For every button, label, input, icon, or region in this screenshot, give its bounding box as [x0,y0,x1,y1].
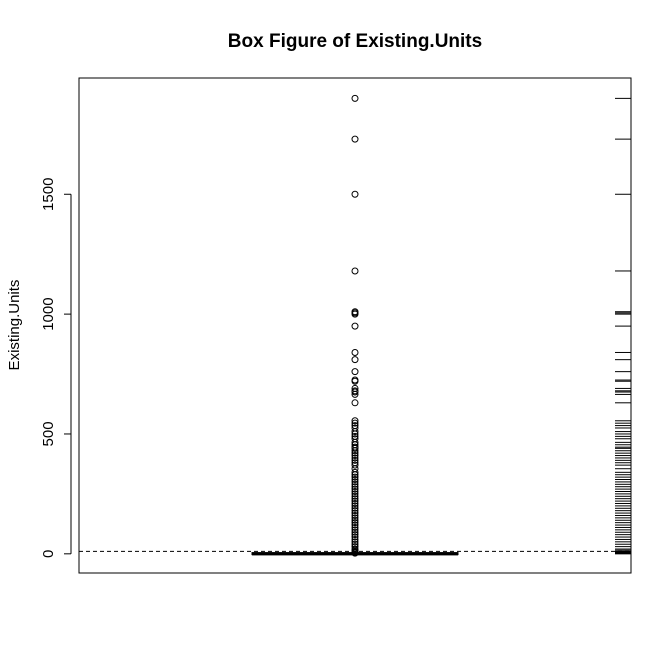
y-tick-label: 1500 [40,178,57,211]
outlier-point [351,528,359,536]
outlier-point [351,454,359,462]
outlier-point [351,483,359,491]
y-tick-label: 1000 [40,297,57,330]
chart-title: Box Figure of Existing.Units [228,31,482,52]
plot-frame [78,77,632,574]
outlier-point [351,399,359,407]
outlier-point [351,476,359,484]
outlier-point [351,452,359,460]
outlier-point [351,526,359,534]
outlier-point [351,502,359,510]
outlier-point [351,310,359,318]
outlier-point [351,521,359,529]
outlier-point [351,461,359,469]
outlier-point [351,516,359,524]
outlier-point [351,495,359,503]
outlier-point [351,388,359,396]
outlier-point [351,535,359,543]
outlier-point [351,511,359,519]
outlier-point [351,485,359,493]
outlier-point [351,492,359,500]
outlier-point [351,504,359,512]
outlier-point [351,267,359,275]
outlier-point [351,468,359,476]
outlier-point [351,447,359,455]
outlier-point [351,490,359,498]
outlier-point [351,519,359,527]
outlier-point [351,94,359,102]
y-tick-label: 0 [40,550,57,558]
outlier-point [351,356,359,364]
outlier-point [351,531,359,539]
outlier-point [351,190,359,198]
outlier-point [351,135,359,143]
outlier-point [351,514,359,522]
outlier-point [351,497,359,505]
outlier-point [351,456,359,464]
outlier-point [351,348,359,356]
outlier-point [351,499,359,507]
outlier-point [351,368,359,376]
outlier-point [351,428,359,436]
outlier-point [351,473,359,481]
outlier-point [351,419,359,427]
outlier-point [351,523,359,531]
outlier-point [351,377,359,385]
outlier-point [351,478,359,486]
outlier-point [351,533,359,541]
y-tick-label: 500 [40,421,57,446]
outlier-point [351,390,359,398]
outlier-point [351,538,359,546]
outlier-point [351,471,359,479]
outlier-point [351,417,359,425]
outlier-point [351,509,359,517]
outlier-point [351,549,359,557]
rug-layer [615,97,631,555]
outlier-point [351,480,359,488]
outlier-point [351,444,359,452]
y-axis: 0 500 1000 1500 [40,178,72,558]
y-axis-label: Existing.Units [6,280,23,371]
outlier-point [351,507,359,515]
outlier-point [351,430,359,438]
outlier-layer [351,94,359,557]
outlier-point [351,449,359,457]
outlier-point [351,322,359,330]
outlier-point [351,487,359,495]
